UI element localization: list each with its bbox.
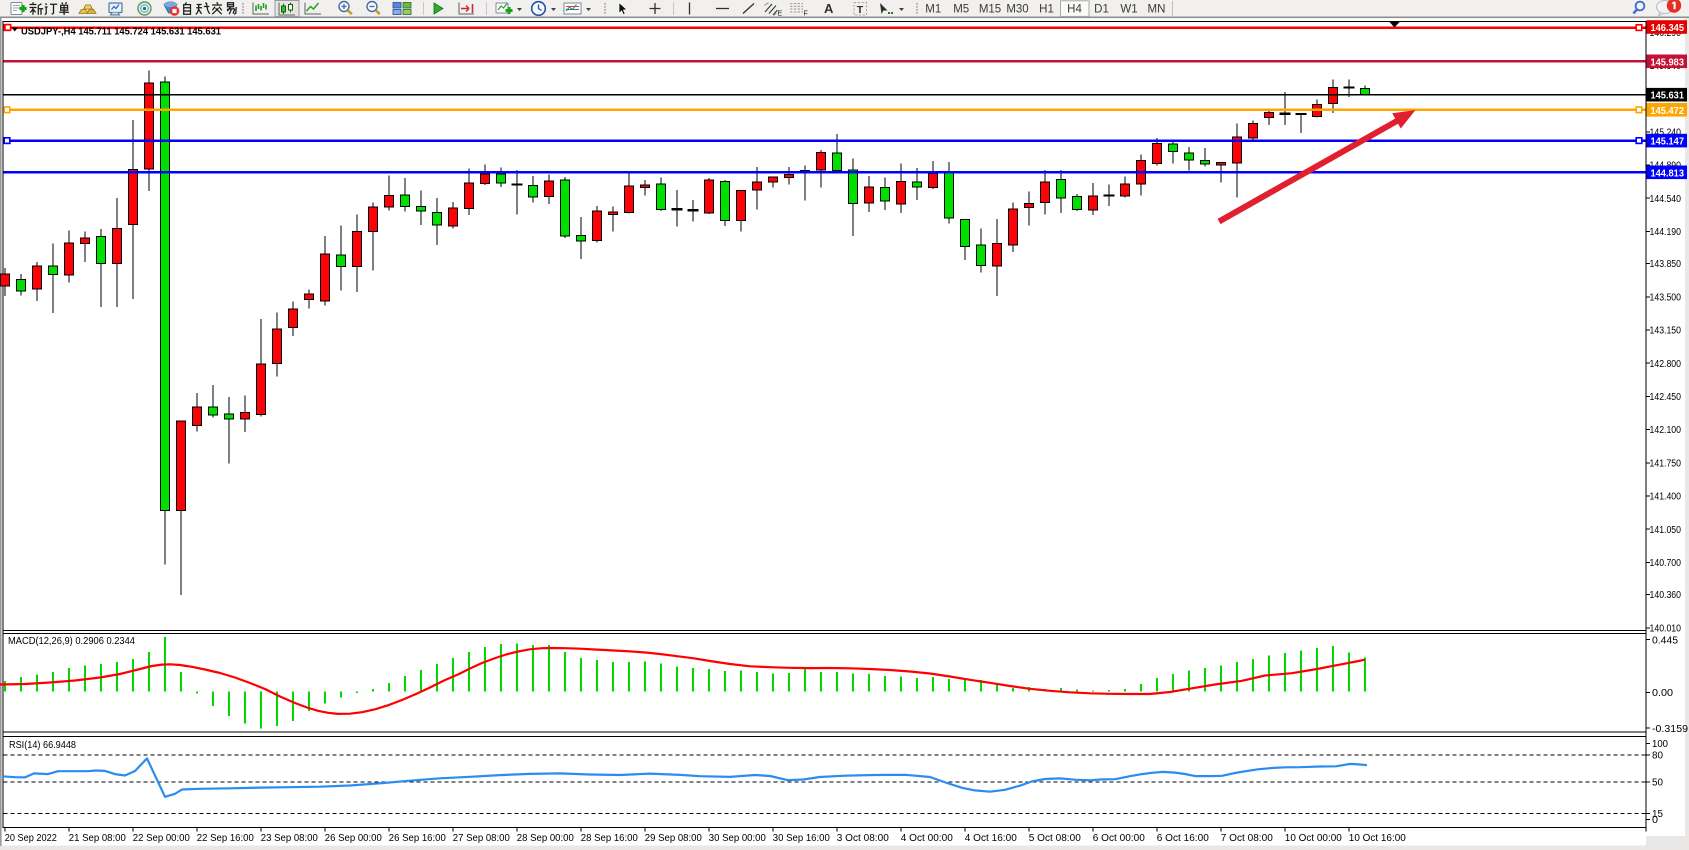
svg-text:6 Oct 16:00: 6 Oct 16:00 <box>1157 833 1209 844</box>
svg-text:26 Sep 00:00: 26 Sep 00:00 <box>325 833 382 844</box>
svg-text:22 Sep 00:00: 22 Sep 00:00 <box>133 833 190 844</box>
svg-text:4 Oct 16:00: 4 Oct 16:00 <box>965 833 1017 844</box>
svg-text:143.500: 143.500 <box>1650 292 1682 303</box>
svg-text:145.983: 145.983 <box>1651 56 1685 68</box>
svg-text:141.050: 141.050 <box>1650 525 1682 536</box>
svg-text:T: T <box>857 4 864 16</box>
svg-text:M5: M5 <box>953 4 969 16</box>
svg-text:144.540: 144.540 <box>1650 194 1682 205</box>
svg-text:USDJPY-,H4 145.711 145.724 14: USDJPY-,H4 145.711 145.724 145.631 145.6… <box>21 26 221 38</box>
svg-text:F: F <box>804 11 808 18</box>
svg-text:142.100: 142.100 <box>1650 425 1682 436</box>
svg-text:A: A <box>824 1 834 16</box>
svg-text:146.345: 146.345 <box>1651 22 1685 34</box>
svg-text:D1: D1 <box>1094 4 1109 16</box>
svg-text:144.190: 144.190 <box>1650 227 1682 238</box>
svg-text:140.360: 140.360 <box>1650 590 1682 601</box>
svg-text:80: 80 <box>1652 751 1663 762</box>
svg-text:145.240: 145.240 <box>1650 127 1682 138</box>
svg-text:143.150: 143.150 <box>1650 326 1682 337</box>
svg-text:H1: H1 <box>1039 4 1054 16</box>
svg-text:W1: W1 <box>1120 4 1137 16</box>
svg-text:26 Sep 16:00: 26 Sep 16:00 <box>389 833 446 844</box>
svg-text:22 Sep 16:00: 22 Sep 16:00 <box>197 833 254 844</box>
svg-text:6 Oct 00:00: 6 Oct 00:00 <box>1093 833 1145 844</box>
svg-text:-0.3159: -0.3159 <box>1652 724 1688 735</box>
svg-text:145.147: 145.147 <box>1651 136 1685 148</box>
svg-text:23 Sep 08:00: 23 Sep 08:00 <box>261 833 318 844</box>
svg-text:145.472: 145.472 <box>1651 105 1685 117</box>
svg-text:21 Sep 08:00: 21 Sep 08:00 <box>69 833 126 844</box>
svg-text:20 Sep 2022: 20 Sep 2022 <box>5 833 57 844</box>
svg-text:E: E <box>778 11 783 18</box>
svg-text:10 Oct 16:00: 10 Oct 16:00 <box>1349 833 1406 844</box>
svg-text:27 Sep 08:00: 27 Sep 08:00 <box>453 833 510 844</box>
svg-text:140.700: 140.700 <box>1650 558 1682 569</box>
svg-text:140.010: 140.010 <box>1650 623 1682 634</box>
svg-text:143.850: 143.850 <box>1650 259 1682 270</box>
svg-text:H4: H4 <box>1067 4 1082 16</box>
svg-text:29 Sep 08:00: 29 Sep 08:00 <box>645 833 702 844</box>
svg-text:3 Oct 08:00: 3 Oct 08:00 <box>837 833 889 844</box>
svg-text:MN: MN <box>1148 4 1166 16</box>
svg-text:M30: M30 <box>1006 4 1028 16</box>
svg-text:28 Sep 16:00: 28 Sep 16:00 <box>581 833 638 844</box>
svg-text:5 Oct 08:00: 5 Oct 08:00 <box>1029 833 1081 844</box>
svg-text:4 Oct 00:00: 4 Oct 00:00 <box>901 833 953 844</box>
svg-text:141.400: 141.400 <box>1650 492 1682 503</box>
svg-text:141.750: 141.750 <box>1650 458 1682 469</box>
svg-text:28 Sep 00:00: 28 Sep 00:00 <box>517 833 574 844</box>
svg-text:144.813: 144.813 <box>1651 167 1685 179</box>
svg-text:0.00: 0.00 <box>1652 688 1673 699</box>
svg-text:10 Oct 00:00: 10 Oct 00:00 <box>1285 833 1342 844</box>
svg-text:0.445: 0.445 <box>1652 635 1678 646</box>
svg-text:15: 15 <box>1652 809 1663 820</box>
svg-text:142.800: 142.800 <box>1650 359 1682 370</box>
svg-text:30 Sep 16:00: 30 Sep 16:00 <box>773 833 830 844</box>
svg-text:7 Oct 08:00: 7 Oct 08:00 <box>1221 833 1273 844</box>
svg-text:RSI(14) 66.9448: RSI(14) 66.9448 <box>9 740 76 751</box>
svg-text:M15: M15 <box>979 4 1001 16</box>
svg-text:30 Sep 00:00: 30 Sep 00:00 <box>709 833 766 844</box>
svg-text:145.631: 145.631 <box>1651 90 1685 102</box>
svg-text:0: 0 <box>1652 815 1658 826</box>
svg-text:M1: M1 <box>925 4 941 16</box>
svg-text:MACD(12,26,9) 0.2906 0.2344: MACD(12,26,9) 0.2906 0.2344 <box>8 636 135 647</box>
svg-text:100: 100 <box>1652 739 1668 750</box>
svg-text:50: 50 <box>1652 778 1663 789</box>
svg-text:142.450: 142.450 <box>1650 392 1682 403</box>
